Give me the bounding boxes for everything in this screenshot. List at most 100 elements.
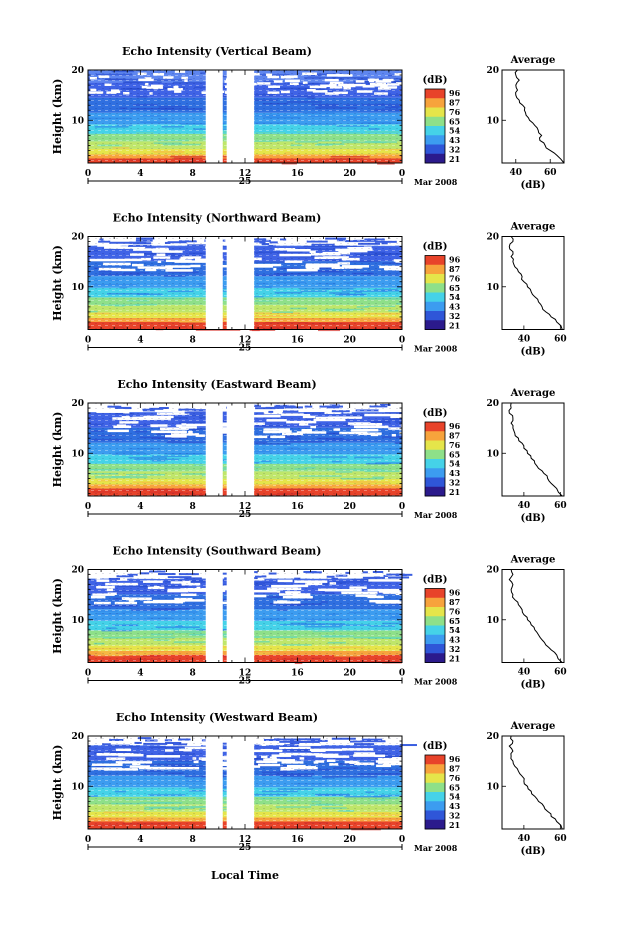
colorbar-swatch — [425, 801, 445, 811]
x-tick-label: 4 — [137, 669, 143, 679]
average-y-tick-label: 20 — [486, 233, 499, 243]
colorbar-swatch — [425, 283, 445, 293]
average-title: Average — [510, 555, 556, 566]
day-label: 25 — [239, 510, 252, 520]
x-tick-label: 20 — [343, 502, 356, 512]
average-frame — [502, 570, 564, 663]
colorbar-unit: (dB) — [423, 75, 448, 86]
average-x-tick-label: 60 — [554, 834, 567, 844]
y-tick-label: 20 — [71, 399, 84, 409]
x-tick-label: 0 — [399, 502, 405, 512]
y-tick-label: 10 — [71, 449, 84, 459]
y-tick-label: 20 — [71, 66, 84, 76]
average-x-tick-label: 40 — [518, 335, 531, 345]
average-xlabel: (dB) — [521, 680, 546, 691]
y-tick-label: 10 — [71, 283, 84, 293]
day-label: 25 — [239, 843, 252, 853]
colorbar-swatch — [425, 598, 445, 608]
panel-title: Echo Intensity (Eastward Beam) — [117, 378, 316, 391]
colorbar-swatch — [425, 117, 445, 127]
colorbar-swatch — [425, 764, 445, 774]
colorbar-swatch — [425, 792, 445, 802]
colorbar-swatch — [425, 320, 445, 330]
colorbar-swatch — [425, 626, 445, 636]
average-y-tick-label: 20 — [486, 66, 499, 76]
colorbar-swatch — [425, 422, 445, 432]
x-tick-label: 8 — [190, 336, 196, 346]
y-tick-label: 10 — [71, 116, 84, 126]
average-x-tick-label: 60 — [554, 335, 567, 345]
x-tick-label: 0 — [85, 169, 91, 179]
average-xlabel: (dB) — [521, 180, 546, 191]
average-x-tick-label: 40 — [518, 501, 531, 511]
average-frame — [502, 403, 564, 496]
average-x-tick-label: 60 — [554, 501, 567, 511]
average-xlabel: (dB) — [521, 846, 546, 857]
date-label: Mar 2008 — [414, 177, 458, 187]
x-tick-label: 0 — [85, 669, 91, 679]
colorbar-swatch — [425, 154, 445, 164]
colorbar-tick-label: 21 — [449, 321, 460, 331]
colorbar-swatch — [425, 135, 445, 145]
x-tick-label: 20 — [343, 835, 356, 845]
x-tick-label: 8 — [190, 835, 196, 845]
x-tick-label: 20 — [343, 336, 356, 346]
data-gap — [227, 570, 254, 663]
x-tick-label: 16 — [291, 502, 304, 512]
x-tick-label: 20 — [343, 169, 356, 179]
date-label: Mar 2008 — [414, 344, 458, 354]
y-tick-label: 20 — [71, 233, 84, 243]
average-y-tick-label: 10 — [486, 449, 499, 459]
data-gap — [227, 70, 254, 163]
y-tick-label: 20 — [71, 732, 84, 742]
y-tick-label: 10 — [71, 616, 84, 626]
average-frame — [502, 736, 564, 829]
colorbar-swatch — [425, 755, 445, 765]
x-tick-label: 16 — [291, 169, 304, 179]
colorbar-swatch — [425, 293, 445, 303]
colorbar-swatch — [425, 274, 445, 284]
average-y-tick-label: 20 — [486, 399, 499, 409]
colorbar-swatch — [425, 89, 445, 99]
colorbar-unit: (dB) — [423, 741, 448, 752]
colorbar-swatch — [425, 653, 445, 663]
colorbar-unit: (dB) — [423, 242, 448, 253]
date-label: Mar 2008 — [414, 510, 458, 520]
colorbar-swatch — [425, 126, 445, 136]
colorbar-swatch — [425, 311, 445, 321]
x-tick-label: 16 — [291, 336, 304, 346]
y-axis-label: Height (km) — [51, 79, 64, 155]
x-tick-label: 4 — [137, 502, 143, 512]
panel-title: Echo Intensity (Southward Beam) — [113, 545, 322, 558]
colorbar-swatch — [425, 820, 445, 830]
x-tick-label: 16 — [291, 835, 304, 845]
day-label: 25 — [239, 344, 252, 354]
x-tick-label: 4 — [137, 835, 143, 845]
colorbar-tick-label: 21 — [449, 154, 460, 164]
average-x-tick-label: 40 — [518, 834, 531, 844]
date-label: Mar 2008 — [414, 843, 458, 853]
average-title: Average — [510, 55, 556, 66]
x-tick-label: 20 — [343, 669, 356, 679]
colorbar-unit: (dB) — [423, 575, 448, 586]
colorbar-swatch — [425, 256, 445, 266]
data-gap — [206, 237, 223, 330]
data-gap — [206, 736, 223, 829]
x-tick-label: 8 — [190, 669, 196, 679]
day-label: 25 — [239, 677, 252, 687]
data-gap — [206, 70, 223, 163]
